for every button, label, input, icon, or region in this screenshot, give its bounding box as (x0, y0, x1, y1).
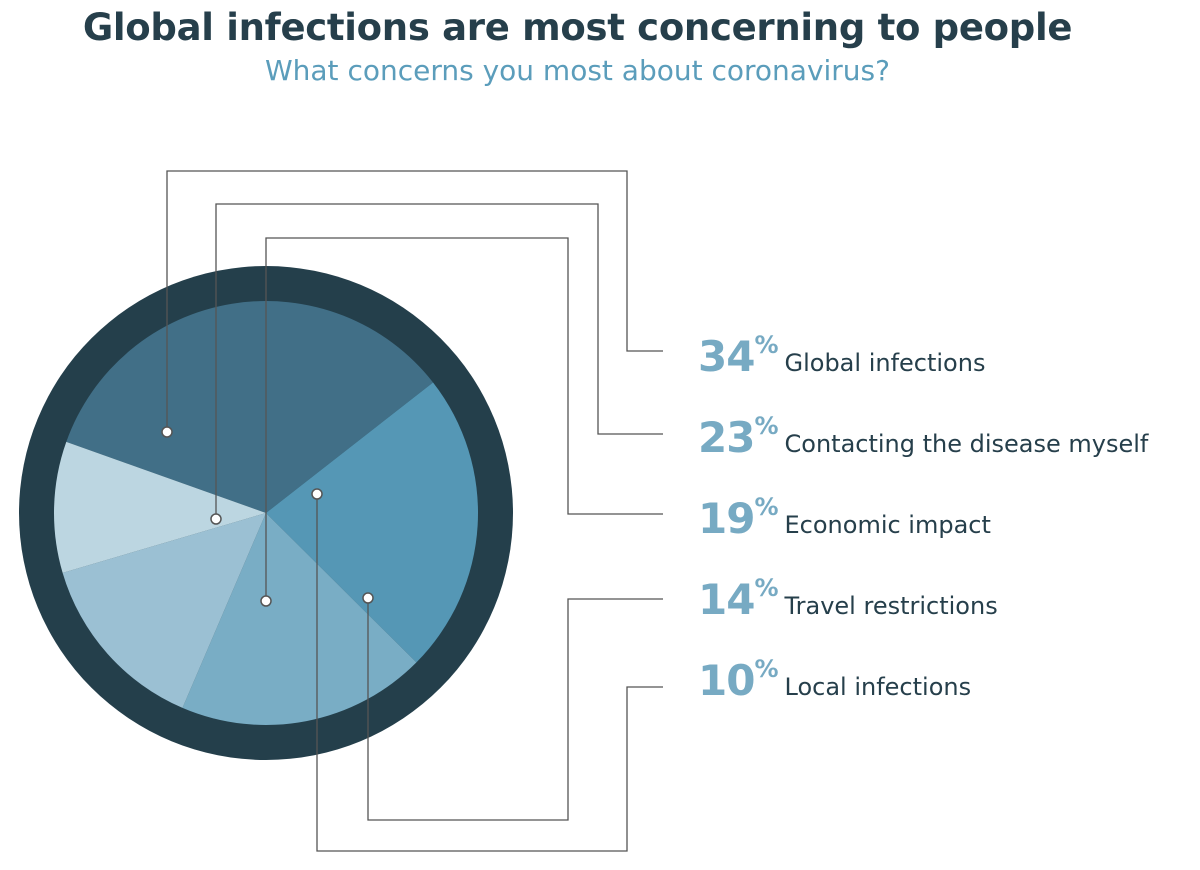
legend-item-global: 34 % Global infections (698, 331, 986, 393)
data-label-value: 10 (698, 656, 755, 705)
percent-sign: % (754, 412, 779, 440)
percent-sign: % (754, 493, 779, 521)
marker-local (311, 488, 323, 500)
percent-sign: % (754, 655, 779, 683)
pie-slice-global-infections (66, 300, 434, 513)
marker-contacting (210, 513, 222, 525)
data-label-value: 34 (698, 332, 755, 381)
data-label-text: Contacting the disease myself (784, 430, 1149, 458)
legend-item-contacting: 23 % Contacting the disease myself (698, 412, 1149, 474)
leader-line-global (166, 170, 663, 432)
pie-slice-local-infections (54, 441, 267, 573)
data-label-text: Economic impact (784, 511, 991, 539)
chart-title: Global infections are most concerning to… (82, 6, 1073, 49)
data-label-value: 23 (698, 413, 755, 462)
chart-subtitle: What concerns you most about coronavirus… (264, 54, 891, 87)
data-label-value: 14 (698, 575, 755, 624)
pie-slice-travel-restrictions (62, 513, 266, 708)
data-label-value: 19 (698, 494, 755, 543)
leader-line-travel (367, 598, 663, 821)
percent-sign: % (754, 331, 779, 359)
marker-travel (362, 592, 374, 604)
leader-line-economic (265, 237, 663, 601)
data-label-text: Local infections (784, 673, 972, 701)
leader-lines (166, 170, 663, 852)
legend-item-local: 10 % Local infections (698, 655, 972, 717)
leader-line-contacting (215, 203, 663, 519)
marker-global (161, 426, 173, 438)
data-label-text: Travel restrictions (784, 592, 998, 620)
legend-item-travel: 14 % Travel restrictions (698, 574, 998, 636)
marker-economic (260, 595, 272, 607)
legend-item-economic: 19 % Economic impact (698, 493, 991, 555)
percent-sign: % (754, 574, 779, 602)
data-label-text: Global infections (784, 349, 986, 377)
pie-slice-economic-impact (182, 513, 417, 725)
pie-slice-contacting-the-disease-myself (266, 382, 478, 663)
leader-line-local (316, 494, 663, 852)
